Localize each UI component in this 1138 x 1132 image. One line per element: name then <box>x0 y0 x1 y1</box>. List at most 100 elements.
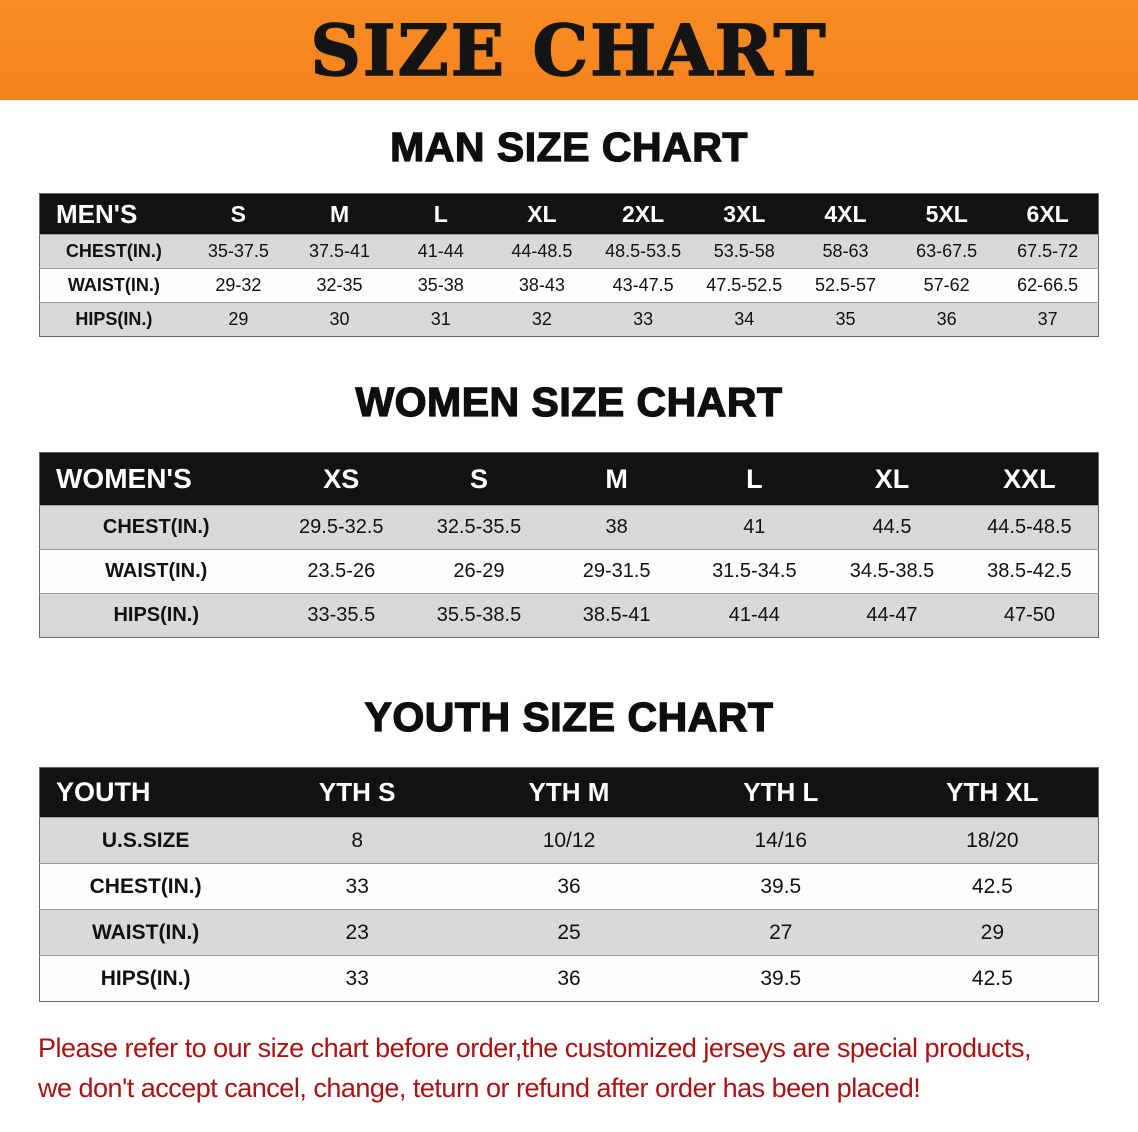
row-label: U.S.SIZE <box>39 817 252 864</box>
size-column-header: 5XL <box>896 193 998 235</box>
size-column-header: S <box>410 452 548 506</box>
table-corner-label: MEN'S <box>39 193 188 235</box>
women-size-table: WOMEN'S XS S M L XL XXL CHEST(IN.) 29.5-32.5 32.5… <box>39 452 1099 638</box>
size-column-header: 3XL <box>693 193 795 235</box>
size-column-header: YTH M <box>463 767 675 818</box>
disclaimer-note: Please refer to our size chart before or… <box>38 1028 1100 1108</box>
size-column-header: 6XL <box>997 193 1099 235</box>
size-column-header: YTH XL <box>886 767 1099 818</box>
table-row: HIPS(IN.) 29 30 31 32 33 34 35 36 37 <box>39 302 1099 337</box>
size-value-cell: 31 <box>390 302 492 337</box>
size-value-cell: 57-62 <box>896 268 998 303</box>
size-value-cell: 44.5 <box>823 505 961 550</box>
row-label: CHEST(IN.) <box>39 234 188 269</box>
size-value-cell: 53.5-58 <box>693 234 795 269</box>
row-label: WAIST(IN.) <box>39 549 273 594</box>
size-value-cell: 34.5-38.5 <box>823 549 961 594</box>
size-value-cell: 33-35.5 <box>272 593 411 638</box>
size-value-cell: 33 <box>251 863 464 910</box>
size-value-cell: 48.5-53.5 <box>592 234 694 269</box>
table-header-row: WOMEN'S XS S M L XL XXL <box>39 452 1099 506</box>
size-value-cell: 44.5-48.5 <box>960 505 1099 550</box>
size-value-cell: 41 <box>685 505 824 550</box>
size-value-cell: 25 <box>463 909 675 956</box>
table-row: HIPS(IN.) 33 36 39.5 42.5 <box>39 955 1099 1002</box>
size-value-cell: 8 <box>251 817 464 864</box>
size-value-cell: 41-44 <box>685 593 824 638</box>
size-value-cell: 10/12 <box>463 817 675 864</box>
table-row: CHEST(IN.) 35-37.5 37.5-41 41-44 44-48.5 48.5… <box>39 234 1099 269</box>
table-row: U.S.SIZE 8 10/12 14/16 18/20 <box>39 817 1099 864</box>
size-value-cell: 32.5-35.5 <box>410 505 548 550</box>
size-column-header: XS <box>272 452 411 506</box>
banner: SIZE CHART <box>0 0 1138 100</box>
size-value-cell: 29 <box>187 302 289 337</box>
youth-size-table: YOUTH YTH S YTH M YTH L YTH XL U.S.SIZE 8 10/12… <box>39 767 1099 1002</box>
section-women: WOMEN SIZE CHART WOMEN'S XS S M L XL XXL CHEST(… <box>0 378 1138 638</box>
size-value-cell: 47-50 <box>960 593 1099 638</box>
size-value-cell: 38.5-41 <box>547 593 686 638</box>
size-value-cell: 33 <box>592 302 694 337</box>
table-header-row: YOUTH YTH S YTH M YTH L YTH XL <box>39 767 1099 818</box>
table-row: WAIST(IN.) 23.5-26 26-29 29-31.5 31.5-34.5 34… <box>39 549 1099 594</box>
size-value-cell: 38-43 <box>491 268 593 303</box>
table-row: WAIST(IN.) 23 25 27 29 <box>39 909 1099 956</box>
men-section-heading: MAN SIZE CHART <box>389 123 748 170</box>
table-corner-label: YOUTH <box>39 767 252 818</box>
size-value-cell: 36 <box>896 302 998 337</box>
size-value-cell: 32 <box>491 302 593 337</box>
size-value-cell: 31.5-34.5 <box>685 549 824 594</box>
table-row: HIPS(IN.) 33-35.5 35.5-38.5 38.5-41 41-44 44-… <box>39 593 1099 638</box>
size-column-header: M <box>288 193 391 235</box>
size-column-header: L <box>685 452 824 506</box>
size-value-cell: 18/20 <box>886 817 1099 864</box>
size-value-cell: 29-31.5 <box>547 549 686 594</box>
size-column-header: 4XL <box>794 193 897 235</box>
size-value-cell: 23.5-26 <box>272 549 411 594</box>
men-size-table: MEN'S S M L XL 2XL 3XL 4XL 5XL 6XL CHEST(IN.) 35-37… <box>39 193 1099 337</box>
disclaimer-line-2: we don't accept cancel, change, teturn o… <box>38 1073 921 1103</box>
size-value-cell: 44-48.5 <box>491 234 593 269</box>
row-label: WAIST(IN.) <box>39 268 188 303</box>
section-youth: YOUTH SIZE CHART YOUTH YTH S YTH M YTH L YTH… <box>0 693 1138 1002</box>
size-value-cell: 47.5-52.5 <box>693 268 795 303</box>
size-value-cell: 38 <box>547 505 686 550</box>
size-value-cell: 67.5-72 <box>997 234 1099 269</box>
size-value-cell: 14/16 <box>674 817 887 864</box>
size-value-cell: 35 <box>794 302 897 337</box>
size-value-cell: 29 <box>886 909 1099 956</box>
size-value-cell: 33 <box>251 955 464 1002</box>
size-value-cell: 23 <box>251 909 464 956</box>
size-value-cell: 63-67.5 <box>896 234 998 269</box>
table-row: CHEST(IN.) 29.5-32.5 32.5-35.5 38 41 44.5 44.5… <box>39 505 1099 550</box>
size-column-header: XXL <box>960 452 1099 506</box>
section-men: MAN SIZE CHART MEN'S S M L XL 2XL 3XL 4XL 5XL 6XL… <box>0 123 1138 337</box>
size-column-header: XL <box>491 193 593 235</box>
row-label: HIPS(IN.) <box>39 593 273 638</box>
size-value-cell: 38.5-42.5 <box>960 549 1099 594</box>
women-section-heading: WOMEN SIZE CHART <box>355 378 783 425</box>
size-value-cell: 43-47.5 <box>592 268 694 303</box>
size-value-cell: 27 <box>674 909 887 956</box>
size-column-header: M <box>547 452 686 506</box>
size-value-cell: 35.5-38.5 <box>410 593 548 638</box>
row-label: CHEST(IN.) <box>39 863 252 910</box>
size-value-cell: 52.5-57 <box>794 268 897 303</box>
table-row: WAIST(IN.) 29-32 32-35 35-38 38-43 43-47.5 47.… <box>39 268 1099 303</box>
table-corner-label: WOMEN'S <box>39 452 273 506</box>
size-value-cell: 36 <box>463 863 675 910</box>
size-value-cell: 39.5 <box>674 863 887 910</box>
size-value-cell: 39.5 <box>674 955 887 1002</box>
size-value-cell: 36 <box>463 955 675 1002</box>
size-column-header: S <box>187 193 289 235</box>
size-column-header: XL <box>823 452 961 506</box>
row-label: HIPS(IN.) <box>39 302 188 337</box>
size-value-cell: 32-35 <box>288 268 391 303</box>
youth-section-heading: YOUTH SIZE CHART <box>364 693 774 740</box>
disclaimer-line-1: Please refer to our size chart before or… <box>38 1033 1032 1063</box>
size-value-cell: 29-32 <box>187 268 289 303</box>
size-column-header: 2XL <box>592 193 694 235</box>
row-label: CHEST(IN.) <box>39 505 273 550</box>
size-value-cell: 58-63 <box>794 234 897 269</box>
